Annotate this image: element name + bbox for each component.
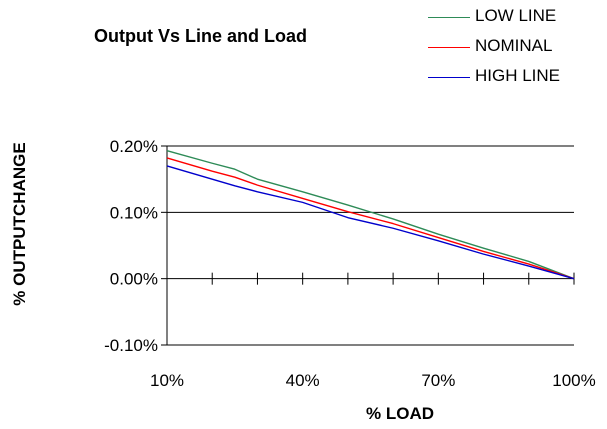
y-tick-label-1: 0.00% [110, 270, 158, 289]
legend-label-nominal: NOMINAL [475, 36, 553, 55]
legend-swatch-nominal [428, 47, 470, 48]
series-line-low-line [166, 149, 575, 280]
y-tick-label-2: 0.10% [110, 203, 158, 222]
x-tick-label-1: 40% [286, 371, 320, 390]
y-axis-label: % OUTPUTCHANGE [10, 142, 29, 306]
series-lines [166, 149, 575, 280]
chart-title: Output Vs Line and Load [94, 26, 307, 46]
axes [161, 145, 575, 346]
legend-label-high-line: HIGH LINE [475, 66, 561, 85]
legend-swatch-high-line [428, 77, 470, 78]
legend-item-high-line: HIGH LINE [428, 66, 603, 90]
series-line-high-line [166, 165, 575, 280]
x-tick-label-3: 100% [552, 371, 595, 390]
legend-item-nominal: NOMINAL [428, 36, 603, 60]
y-tick-label-3: 0.20% [110, 137, 158, 156]
x-tick-label-0: 10% [150, 371, 184, 390]
y-tick-label-0: -0.10% [104, 336, 158, 355]
legend-item-low-line: LOW LINE [428, 6, 603, 30]
series-line-nominal [166, 157, 575, 280]
x-tick-label-2: 70% [421, 371, 455, 390]
legend-swatch-low-line [428, 17, 470, 18]
legend-label-low-line: LOW LINE [475, 6, 557, 25]
x-axis-label: % LOAD [366, 404, 434, 423]
tick-labels: -0.10% 0.00% 0.10% 0.20% 10% 40% 70% 100% [104, 137, 596, 390]
